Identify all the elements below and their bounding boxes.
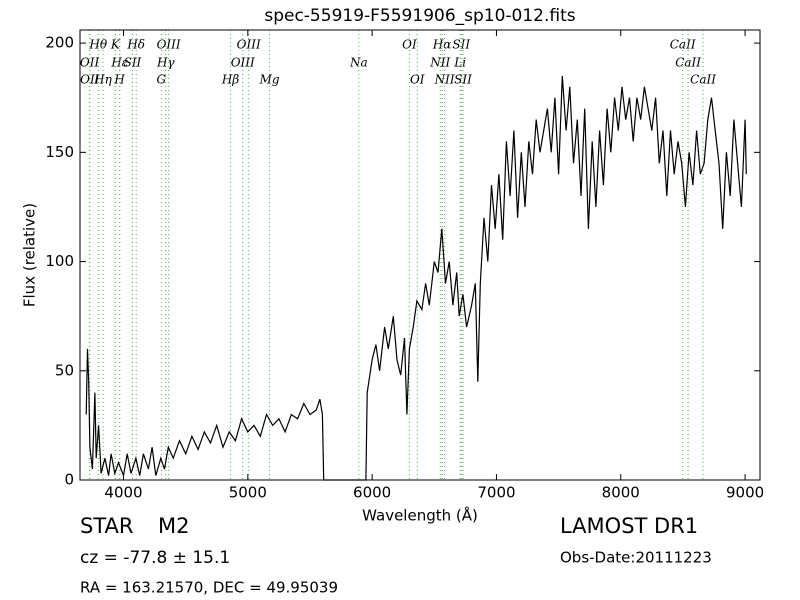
spectral-line-label: OI: [410, 73, 425, 87]
spectral-line-label: SII: [124, 56, 142, 70]
spectral-line-label: Li: [453, 56, 466, 70]
spectral-line-label: H: [113, 73, 125, 87]
spectral-line-label: Mg: [259, 73, 280, 87]
spectral-line-label: Hα: [432, 38, 452, 52]
y-tick-label: 150: [45, 143, 74, 161]
spectral-line-label: Hη: [93, 73, 112, 87]
y-tick-label: 50: [55, 361, 74, 379]
spectral-line-label: CaII: [690, 73, 716, 87]
coordinates: RA = 163.21570, DEC = 49.95039: [80, 579, 338, 597]
redshift: cz = -77.8 ± 15.1: [80, 548, 230, 568]
spectral-line-label: NII: [434, 73, 455, 87]
x-tick-label: 8000: [602, 484, 640, 502]
spectral-line-label: G: [157, 73, 167, 87]
obs-date: Obs-Date:20111223: [560, 549, 712, 567]
y-tick-label: 100: [45, 252, 74, 270]
x-axis-label: Wavelength (Å): [362, 506, 478, 525]
survey: LAMOST DR1: [560, 514, 698, 538]
spectral-line-label: K: [110, 38, 121, 52]
spectrum-line: [85, 75, 747, 481]
spectral-line-label: OII: [80, 73, 100, 87]
y-tick-label: 200: [45, 34, 74, 52]
spectral-line-label: Hδ: [126, 38, 145, 52]
spectral-line-label: OI: [402, 38, 417, 52]
spectral-line-label: CaII: [670, 38, 696, 52]
spectral-line-label: OIII: [157, 38, 181, 52]
plot-frame: [79, 29, 761, 481]
y-axis-label: Flux (relative): [21, 203, 39, 307]
spectral-line-label: OIII: [231, 56, 255, 70]
x-tick-label: 6000: [353, 484, 391, 502]
spectral-line-label: Hθ: [88, 38, 107, 52]
spectral-line-label: OIII: [237, 38, 261, 52]
spectral-line-label: NII: [429, 56, 450, 70]
chart-title: spec-55919-F5591906_sp10-012.fits: [264, 6, 575, 26]
x-tick-label: 4000: [104, 484, 142, 502]
spectral-line-label: Hγ: [156, 56, 175, 70]
spectral-line-label: Na: [349, 56, 368, 70]
spectral-line-label: SII: [454, 73, 472, 87]
object-class: STAR: [80, 514, 133, 538]
x-tick-label: 5000: [229, 484, 267, 502]
x-tick-label: 9000: [726, 484, 764, 502]
spectral-line-label: SII: [452, 38, 470, 52]
subclass: M2: [158, 514, 189, 538]
x-tick-label: 7000: [477, 484, 515, 502]
spectral-line-label: CaII: [675, 56, 701, 70]
spectral-line-label: Hβ: [221, 73, 239, 87]
y-tick-label: 0: [64, 471, 74, 489]
